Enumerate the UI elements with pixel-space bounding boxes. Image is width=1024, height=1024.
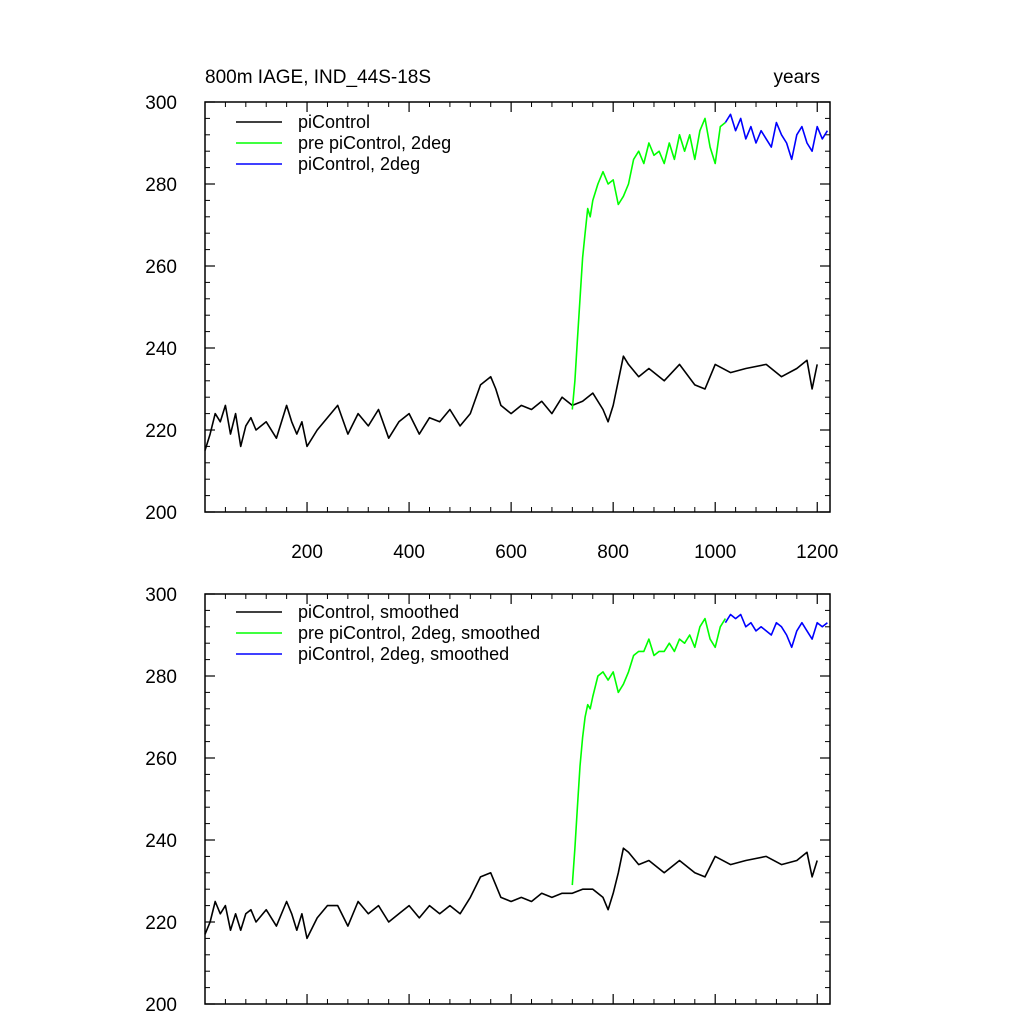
- series-line-1: [204, 847, 818, 940]
- series-line-2: [571, 617, 727, 886]
- legend-label-2: pre piControl, 2deg, smoothed: [298, 623, 540, 643]
- legend-label-3: piControl, 2deg, smoothed: [298, 644, 509, 664]
- x-tick-label: 800: [597, 542, 629, 563]
- plot-frame: [204, 593, 831, 1005]
- series-line-1: [204, 355, 818, 451]
- y-tick-label: 300: [145, 93, 177, 114]
- legend-label-1: piControl, smoothed: [298, 602, 459, 622]
- chart-panel-top: 200 220 240 260 280 300 200 400 600 800 1000 1200 pi…: [145, 93, 838, 563]
- chart-panel-bottom: 200 220 240 260 280 300 piControl, smoothedpre…: [145, 585, 831, 1016]
- legend-label-1: piControl: [298, 112, 370, 132]
- y-tick-label: 240: [145, 339, 177, 360]
- series-line-2: [571, 117, 726, 410]
- x-tick-label: 1000: [694, 542, 736, 563]
- y-tick-label: 280: [145, 667, 177, 688]
- y-tick-label: 200: [145, 503, 177, 524]
- x-tick-label: 400: [393, 542, 425, 563]
- series-line-3: [724, 613, 828, 649]
- y-tick-label: 220: [145, 421, 177, 442]
- plot-frame: [204, 101, 831, 513]
- y-tick-label: 240: [145, 831, 177, 852]
- x-tick-label: 600: [495, 542, 527, 563]
- x-axis-unit-label: years: [774, 67, 820, 88]
- legend-label-2: pre piControl, 2deg: [298, 133, 451, 153]
- x-tick-label: 200: [291, 542, 323, 563]
- y-tick-label: 280: [145, 175, 177, 196]
- series-line-3: [724, 113, 829, 161]
- x-tick-label: 1200: [796, 542, 838, 563]
- y-tick-label: 300: [145, 585, 177, 606]
- y-tick-label: 260: [145, 749, 177, 770]
- y-tick-label: 200: [145, 995, 177, 1016]
- y-tick-label: 220: [145, 913, 177, 934]
- legend-label-3: piControl, 2deg: [298, 154, 420, 174]
- y-tick-label: 260: [145, 257, 177, 278]
- figure-title: 800m IAGE, IND_44S-18S: [205, 67, 431, 88]
